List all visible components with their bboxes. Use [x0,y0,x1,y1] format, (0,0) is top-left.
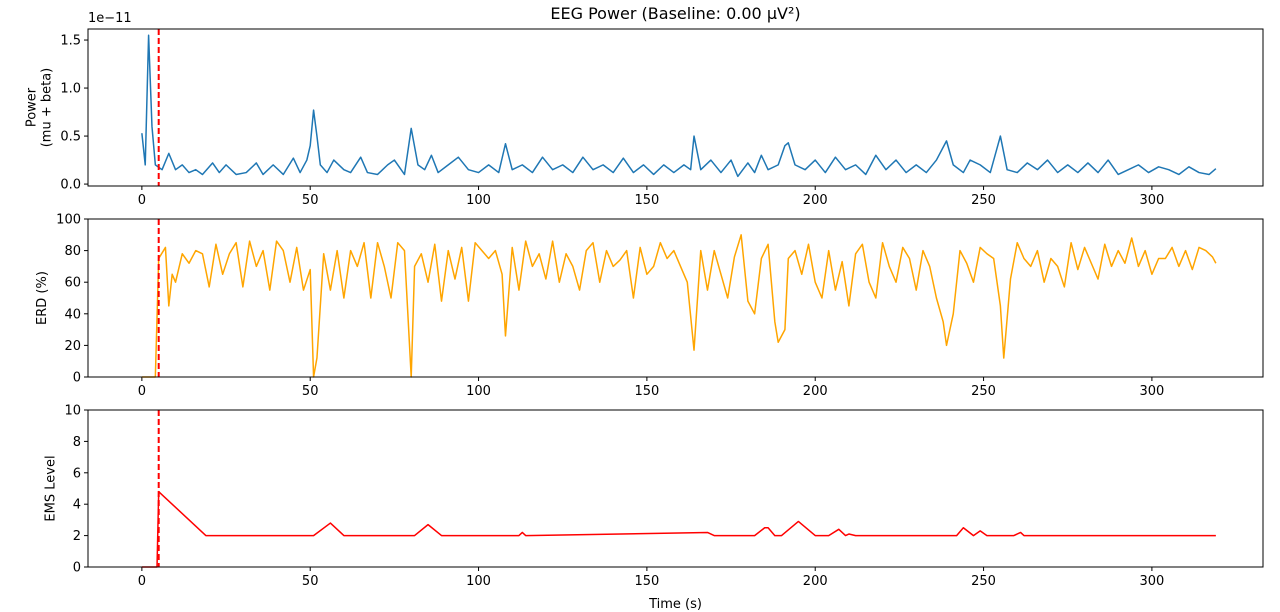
x-tick-label: 100 [466,193,491,208]
y-tick-label: 0 [73,371,81,386]
x-tick-label: 150 [634,574,659,589]
x-tick-label: 150 [634,193,659,208]
y-tick-label: 40 [64,307,81,322]
axis-offset-text: 1e−11 [88,11,132,26]
data-line [141,234,1217,378]
y-tick-label: 4 [73,498,81,513]
data-line [141,34,1217,178]
x-tick-label: 200 [803,384,828,399]
y-axis-label: Power [24,87,39,127]
x-tick-label: 50 [302,574,319,589]
x-axis-label: Time (s) [648,597,702,612]
plot-frame [87,28,1264,187]
x-tick-label: 300 [1139,193,1164,208]
x-tick-label: 300 [1139,574,1164,589]
x-tick-label: 250 [971,574,996,589]
y-axis-label: ERD (%) [35,271,50,325]
x-tick-label: 200 [803,574,828,589]
x-tick-label: 50 [302,384,319,399]
y-tick-label: 10 [64,404,81,419]
y-tick-label: 2 [73,529,81,544]
y-axis-label: EMS Level [43,455,58,521]
y-tick-label: 1.0 [60,82,81,97]
x-tick-label: 300 [1139,384,1164,399]
y-tick-label: 6 [73,466,81,481]
x-tick-label: 100 [466,574,491,589]
x-tick-label: 100 [466,384,491,399]
x-tick-label: 0 [138,574,146,589]
x-tick-label: 0 [138,193,146,208]
y-axis-label: (mu + beta) [39,68,54,148]
plot-frame [87,409,1264,568]
y-tick-label: 100 [56,213,81,228]
x-tick-label: 0 [138,384,146,399]
data-line [141,490,1216,568]
x-tick-label: 250 [971,193,996,208]
y-tick-label: 20 [64,339,81,354]
y-tick-label: 80 [64,244,81,259]
chart-title: EEG Power (Baseline: 0.00 µV²) [550,4,800,23]
x-tick-label: 50 [302,193,319,208]
y-tick-label: 8 [73,435,81,450]
y-tick-label: 0.0 [60,178,81,193]
y-tick-label: 60 [64,276,81,291]
plot-frame [87,218,1264,378]
y-tick-label: 0 [73,561,81,576]
x-tick-label: 200 [803,193,828,208]
x-tick-label: 150 [634,384,659,399]
y-tick-label: 0.5 [60,130,81,145]
y-tick-label: 1.5 [60,34,81,49]
x-tick-label: 250 [971,384,996,399]
